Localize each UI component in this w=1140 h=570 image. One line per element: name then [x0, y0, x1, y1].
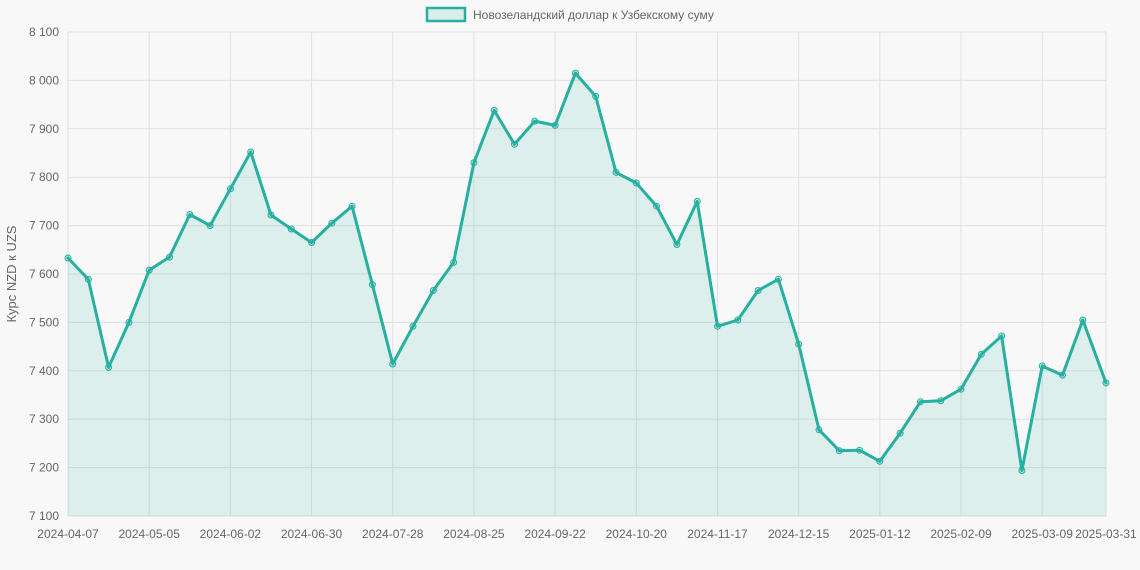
x-tick-label: 2025-01-12 [849, 527, 911, 541]
data-point[interactable] [856, 446, 863, 454]
data-point[interactable] [409, 322, 417, 330]
data-point[interactable] [247, 148, 255, 156]
data-point[interactable] [531, 117, 539, 125]
x-tick-label: 2024-05-05 [118, 527, 180, 541]
y-tick-label: 7 400 [29, 364, 59, 378]
series-line-layer [66, 71, 1108, 472]
y-tick-label: 7 500 [29, 315, 59, 329]
y-tick-label: 7 600 [29, 267, 59, 281]
data-point[interactable] [734, 316, 742, 324]
data-point[interactable] [348, 202, 356, 210]
data-point[interactable] [1059, 371, 1066, 379]
x-tick-label: 2024-07-28 [362, 527, 424, 541]
x-tick-label: 2024-11-17 [687, 527, 748, 541]
x-axis-ticks: 2024-04-07 2024-05-05 2024-06-02 2024-06-30… [37, 527, 1137, 541]
data-point[interactable] [693, 197, 701, 205]
data-point[interactable] [511, 140, 518, 148]
x-tick-label: 2024-08-25 [443, 527, 505, 541]
data-point[interactable] [267, 211, 275, 219]
data-point[interactable] [145, 266, 153, 274]
data-point[interactable] [328, 219, 336, 227]
x-tick-label: 2024-10-20 [606, 527, 668, 541]
data-point[interactable] [1102, 379, 1110, 387]
x-tick-label: 2024-06-02 [200, 527, 262, 541]
data-point[interactable] [450, 258, 458, 266]
x-tick-label: 2024-09-22 [524, 527, 586, 541]
x-tick-label: 2024-06-30 [281, 527, 343, 541]
data-point[interactable] [470, 159, 478, 167]
data-point[interactable] [835, 447, 843, 455]
data-point[interactable] [287, 225, 295, 233]
data-point[interactable] [64, 254, 72, 262]
data-point[interactable] [632, 179, 640, 187]
x-tick-label: 2025-02-09 [930, 527, 992, 541]
y-tick-label: 7 700 [29, 219, 59, 233]
data-point[interactable] [795, 340, 803, 348]
y-tick-label: 7 900 [29, 122, 59, 136]
data-point[interactable] [186, 211, 194, 218]
legend[interactable]: Новозеландский доллар к Узбекскому суму [425, 6, 714, 23]
data-point[interactable] [896, 429, 904, 437]
data-point[interactable] [226, 185, 234, 193]
y-tick-label: 7 800 [29, 170, 59, 184]
data-point[interactable] [389, 360, 397, 368]
data-point[interactable] [1038, 362, 1046, 370]
data-point[interactable] [105, 363, 113, 371]
data-point[interactable] [977, 350, 985, 358]
series-line [66, 71, 1108, 472]
data-points-layer [64, 69, 1110, 474]
data-point[interactable] [937, 397, 945, 405]
legend-swatch[interactable] [425, 6, 467, 23]
data-point[interactable] [551, 121, 559, 129]
series-area [68, 73, 1106, 516]
data-point[interactable] [1018, 467, 1026, 474]
data-point[interactable] [916, 398, 924, 406]
data-point[interactable] [166, 253, 173, 261]
data-point[interactable] [429, 287, 437, 294]
data-point[interactable] [125, 318, 133, 326]
data-point[interactable] [998, 332, 1006, 340]
x-tick-label: 2024-12-15 [768, 527, 830, 541]
y-tick-label: 8 000 [29, 73, 59, 87]
data-point[interactable] [308, 239, 316, 246]
data-point[interactable] [653, 202, 661, 210]
y-tick-label: 8 100 [29, 25, 59, 39]
data-point[interactable] [714, 322, 721, 330]
data-point[interactable] [815, 426, 823, 434]
data-point[interactable] [571, 69, 579, 77]
y-tick-label: 7 200 [29, 461, 59, 475]
data-point[interactable] [673, 241, 681, 248]
data-point[interactable] [612, 168, 620, 176]
y-axis-ticks: 7 100 7 200 7 300 7 400 7 500 7 600 7 700 7 800… [29, 25, 59, 523]
data-point[interactable] [774, 275, 782, 283]
y-tick-label: 7 100 [29, 509, 59, 523]
area-fill-layer [68, 73, 1106, 516]
x-tick-label: 2025-03-09 [1012, 527, 1074, 541]
data-point[interactable] [592, 92, 600, 100]
data-point[interactable] [957, 385, 965, 393]
data-point[interactable] [490, 106, 498, 114]
data-point[interactable] [368, 281, 376, 289]
data-point[interactable] [1079, 316, 1087, 324]
data-point[interactable] [206, 222, 214, 230]
y-axis-title: Курс NZD к UZS [4, 225, 19, 322]
data-point[interactable] [754, 287, 762, 294]
x-tick-label: 2025-03-31 [1075, 527, 1137, 541]
x-tick-label: 2024-04-07 [37, 527, 99, 541]
legend-label[interactable]: Новозеландский доллар к Узбекскому суму [473, 8, 714, 22]
y-tick-label: 7 300 [29, 412, 59, 426]
data-point[interactable] [84, 275, 92, 283]
data-point[interactable] [876, 457, 884, 465]
